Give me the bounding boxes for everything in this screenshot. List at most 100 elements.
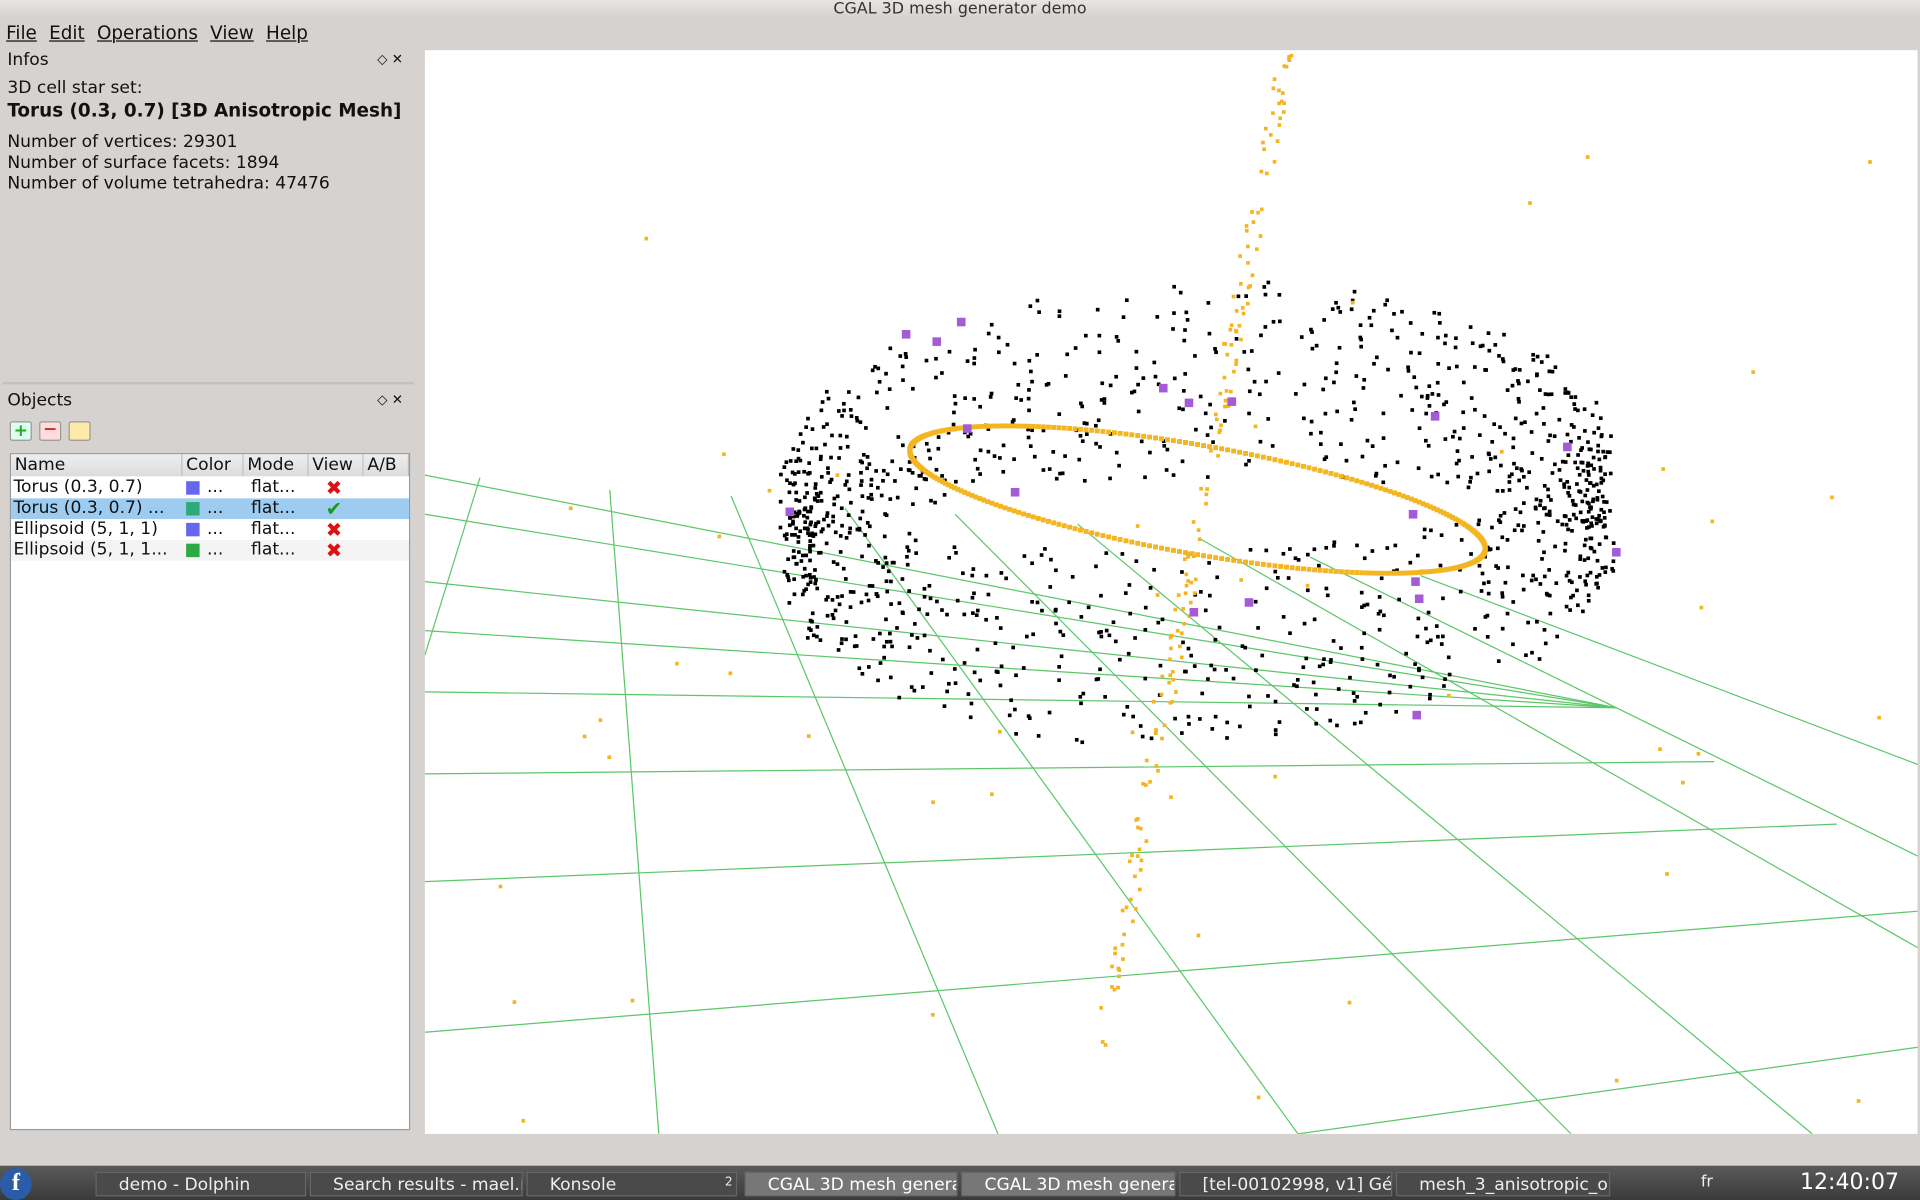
mesh-point xyxy=(1306,552,1310,557)
view-toggle[interactable]: ✖ xyxy=(325,476,343,500)
axis-point xyxy=(1129,897,1133,902)
menu-item[interactable]: View xyxy=(210,22,254,45)
object-row[interactable]: Torus (0.3, 0.7) ...... flat... ✔ xyxy=(11,497,409,521)
axis-point xyxy=(1153,435,1158,441)
task-button[interactable]: Konsole xyxy=(526,1171,738,1197)
mesh-point xyxy=(833,608,838,613)
scatter-point xyxy=(1151,699,1156,704)
open-button[interactable] xyxy=(68,421,91,441)
mesh-point xyxy=(1240,644,1245,648)
axis-point xyxy=(1046,424,1051,430)
axis-point xyxy=(1016,509,1022,515)
object-row[interactable]: Torus (0.3, 0.7)... flat... ✖ xyxy=(11,476,409,500)
object-row[interactable]: Ellipsoid (5, 1, 1...... flat... ✖ xyxy=(11,540,409,561)
mesh-point xyxy=(804,587,808,592)
axis-point xyxy=(1182,621,1187,626)
mesh-point xyxy=(1332,380,1336,385)
mesh-point xyxy=(1181,388,1186,393)
mesh-point xyxy=(1427,404,1432,408)
start-menu[interactable]: f xyxy=(0,1168,32,1200)
axis-point xyxy=(1295,462,1301,468)
clock[interactable]: 12:40:07 xyxy=(1800,1169,1899,1196)
axis-point xyxy=(1312,567,1318,573)
mesh-point xyxy=(1441,634,1445,639)
mesh-point xyxy=(1126,651,1131,656)
mesh-point xyxy=(1584,519,1588,523)
mesh-point xyxy=(1014,732,1018,736)
mesh-point xyxy=(1582,407,1587,412)
mesh-point xyxy=(1579,448,1583,453)
mesh-point xyxy=(1321,387,1326,392)
mesh-point xyxy=(1569,423,1574,427)
3d-viewport[interactable] xyxy=(424,50,1920,1135)
mesh-point xyxy=(885,472,890,477)
mesh-point xyxy=(1288,547,1292,551)
task-button[interactable]: CGAL 3D mesh generat xyxy=(744,1171,958,1197)
view-toggle[interactable]: ✖ xyxy=(325,538,343,563)
mesh-point xyxy=(1567,578,1572,583)
mesh-point xyxy=(1447,366,1451,370)
axis-point xyxy=(977,496,983,502)
mesh-point xyxy=(1244,462,1248,467)
mesh-point xyxy=(1505,611,1510,616)
mesh-point xyxy=(795,512,800,516)
mesh-point xyxy=(1084,432,1089,437)
menu-item[interactable]: File xyxy=(6,22,37,45)
mesh-point xyxy=(963,396,967,400)
mesh-point xyxy=(1578,490,1583,494)
mesh-point xyxy=(1213,347,1217,351)
grid-line xyxy=(1297,1046,1920,1135)
mesh-point xyxy=(867,524,872,529)
mesh-point xyxy=(1400,309,1404,314)
mesh-point xyxy=(876,561,881,565)
menu-item[interactable]: Edit xyxy=(49,22,85,45)
task-button[interactable]: CGAL 3D mesh generat xyxy=(961,1171,1176,1197)
mesh-point xyxy=(1500,357,1505,361)
mesh-point xyxy=(1541,530,1546,534)
mesh-point xyxy=(864,592,869,597)
axis-point xyxy=(1175,628,1180,633)
mesh-point xyxy=(1485,613,1490,618)
mesh-point xyxy=(1549,392,1554,397)
mesh-point xyxy=(855,527,860,532)
mesh-point xyxy=(1213,637,1218,642)
mesh-point xyxy=(1178,290,1183,295)
axis-point xyxy=(1179,655,1184,660)
axis-point xyxy=(1278,116,1282,121)
task-button[interactable]: demo - Dolphin xyxy=(95,1171,307,1197)
grid-line xyxy=(1199,538,1920,950)
mesh-point xyxy=(1510,383,1515,388)
axis-point xyxy=(1169,633,1174,638)
axis-point xyxy=(1100,1040,1105,1044)
view-toggle[interactable]: ✔ xyxy=(325,497,343,521)
task-button[interactable]: Search results - mael.r xyxy=(309,1171,523,1197)
mesh-point xyxy=(778,525,783,530)
mesh-point xyxy=(1428,696,1432,701)
menu-item[interactable]: Help xyxy=(266,22,308,45)
axis-point xyxy=(1056,521,1062,527)
object-row[interactable]: Ellipsoid (5, 1, 1)... flat... ✖ xyxy=(11,519,409,540)
mesh-point xyxy=(1099,630,1103,634)
axis-point xyxy=(1213,412,1218,417)
axis-point xyxy=(1002,423,1008,429)
axis-point xyxy=(1424,502,1430,508)
panel-buttons[interactable]: ◇ ✕ xyxy=(377,51,404,68)
menu-item[interactable]: Operations xyxy=(96,22,198,45)
mesh-point xyxy=(883,555,888,560)
panel-buttons[interactable]: ◇ ✕ xyxy=(377,391,404,408)
keyboard-layout[interactable]: fr xyxy=(1700,1173,1713,1192)
view-toggle[interactable]: ✖ xyxy=(325,517,343,542)
mesh-point xyxy=(1318,442,1323,446)
task-button[interactable]: [tel-00102998, v1] Géo xyxy=(1179,1171,1393,1197)
mesh-point xyxy=(855,418,860,423)
task-button[interactable]: mesh_3_anisotropic_o xyxy=(1395,1171,1611,1197)
mesh-point xyxy=(1520,468,1524,473)
axis-point xyxy=(1237,323,1242,328)
axis-point xyxy=(1190,551,1195,556)
mesh-point xyxy=(1452,429,1457,434)
axis-point xyxy=(1455,564,1461,570)
add-button[interactable]: + xyxy=(9,421,32,441)
mesh-point xyxy=(1417,426,1422,431)
remove-button[interactable]: − xyxy=(39,421,62,441)
grid-line xyxy=(954,513,1572,1135)
